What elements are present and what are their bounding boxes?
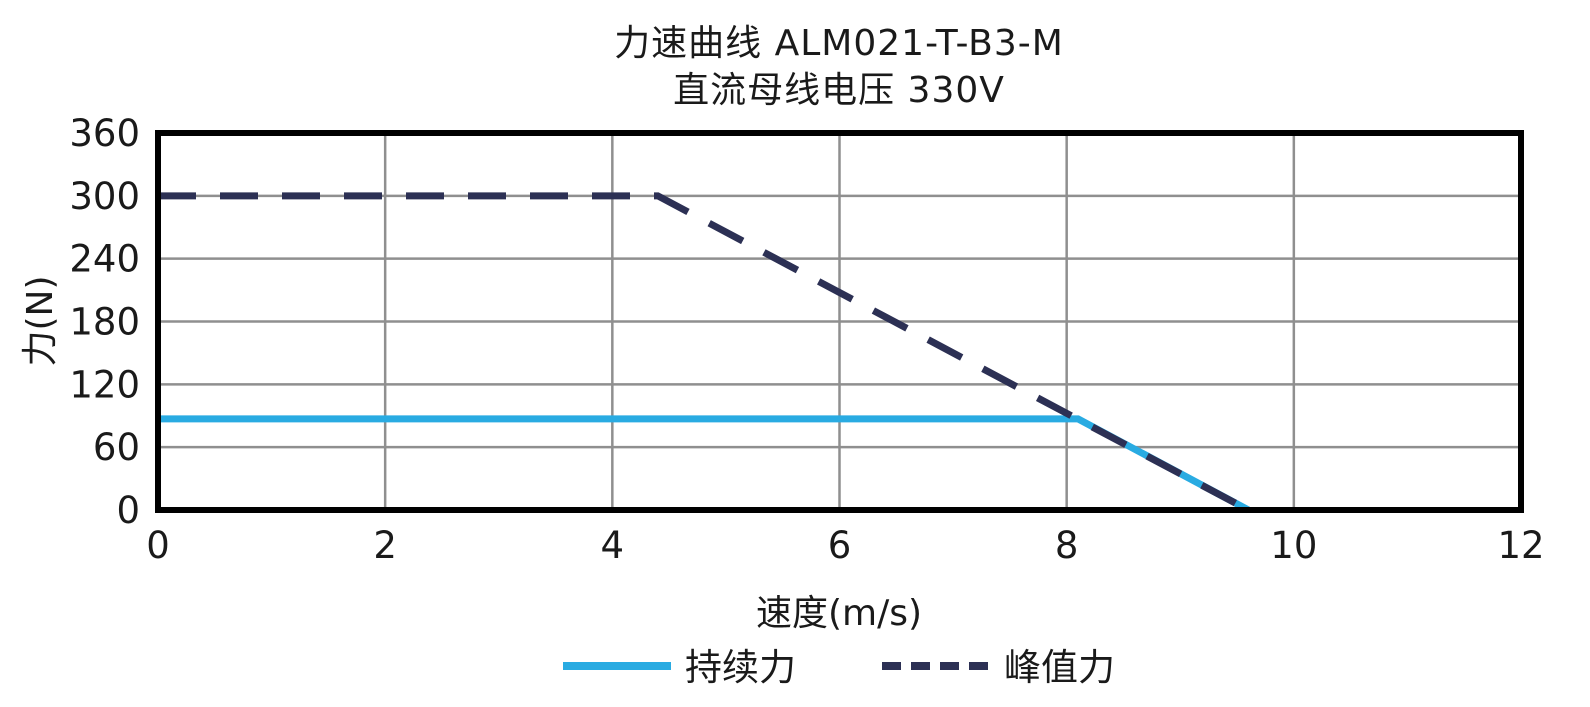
- x-tick-label-8: 8: [1055, 524, 1079, 567]
- chart-subtitle: 直流母线电压 330V: [673, 70, 1005, 111]
- y-tick-label-180: 180: [69, 301, 140, 344]
- legend-label-continuous-force: 持续力: [685, 646, 796, 689]
- grid-layer: [158, 133, 1521, 510]
- y-axis-label: 力(N): [20, 275, 61, 366]
- chart-title: 力速曲线 ALM021-T-B3-M: [614, 23, 1064, 64]
- x-tick-label-2: 2: [373, 524, 397, 567]
- y-tick-label-0: 0: [116, 489, 140, 532]
- x-tick-label-4: 4: [601, 524, 625, 567]
- x-tick-label-6: 6: [828, 524, 852, 567]
- y-tick-label-240: 240: [69, 238, 140, 281]
- x-tick-label-10: 10: [1270, 524, 1317, 567]
- y-tick-label-300: 300: [69, 175, 140, 218]
- plot-frame: [155, 130, 1524, 513]
- continuous-force-line: [158, 415, 1251, 514]
- legend: 持续力 峰值力: [563, 646, 1115, 689]
- x-tick-label-12: 12: [1497, 524, 1544, 567]
- legend-item-peak-force: 峰值力: [882, 646, 1115, 689]
- legend-item-continuous-force: 持续力: [563, 646, 796, 689]
- x-tick-label-0: 0: [146, 524, 170, 567]
- peak-force-line: [158, 192, 1251, 514]
- y-tick-label-360: 360: [69, 112, 140, 155]
- series-layer: [158, 192, 1251, 514]
- legend-label-peak-force: 峰值力: [1004, 646, 1115, 689]
- x-axis-label: 速度(m/s): [756, 593, 922, 634]
- y-tick-label-60: 60: [93, 426, 140, 469]
- y-tick-label-120: 120: [69, 363, 140, 406]
